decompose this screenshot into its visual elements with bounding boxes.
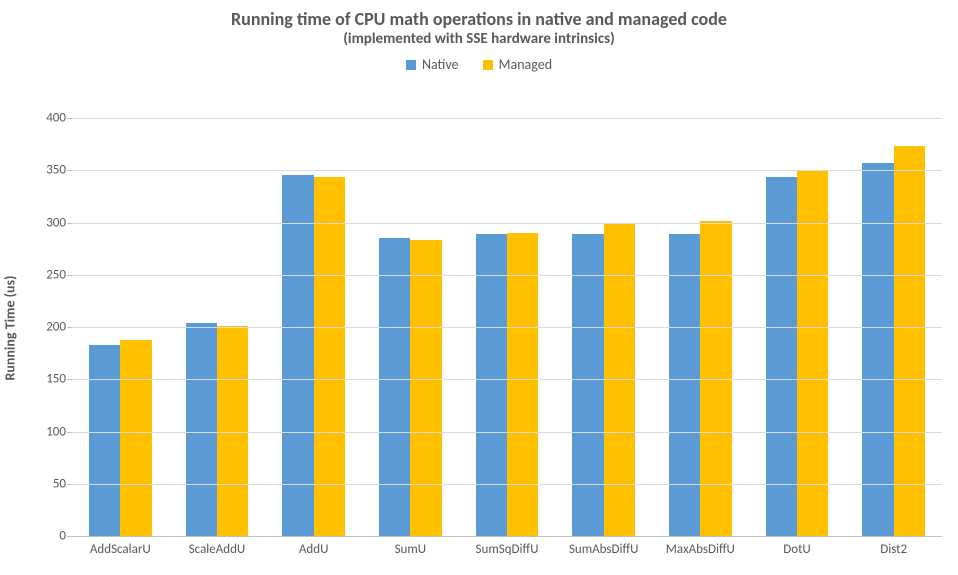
bar bbox=[379, 238, 410, 536]
bar bbox=[894, 146, 925, 536]
y-tick-label: 150 bbox=[32, 372, 66, 387]
chart-title: Running time of CPU math operations in n… bbox=[0, 0, 958, 30]
x-tick-label: ScaleAddU bbox=[169, 542, 266, 557]
y-tick-label: 200 bbox=[32, 320, 66, 335]
x-tick-label: Dist2 bbox=[845, 542, 942, 557]
x-tick-label: SumU bbox=[362, 542, 459, 557]
bar bbox=[862, 163, 893, 536]
x-tick-label: AddScalarU bbox=[72, 542, 169, 557]
legend-swatch-native bbox=[406, 60, 416, 70]
x-tick-label: SumAbsDiffU bbox=[555, 542, 652, 557]
x-tick-label: MaxAbsDiffU bbox=[652, 542, 749, 557]
y-tick-mark bbox=[67, 118, 72, 119]
legend-label-managed: Managed bbox=[499, 56, 553, 73]
bar bbox=[282, 175, 313, 536]
bar bbox=[669, 234, 700, 536]
bar bbox=[120, 340, 151, 536]
y-tick-mark bbox=[67, 536, 72, 537]
y-tick-label: 300 bbox=[32, 215, 66, 230]
y-tick-mark bbox=[67, 484, 72, 485]
y-tick-mark bbox=[67, 223, 72, 224]
bar bbox=[476, 234, 507, 536]
bar bbox=[89, 345, 120, 536]
gridline bbox=[72, 379, 942, 380]
legend-label-native: Native bbox=[422, 56, 459, 73]
y-tick-label: 0 bbox=[32, 529, 66, 544]
legend-item-managed: Managed bbox=[483, 56, 553, 73]
chart-container: Running time of CPU math operations in n… bbox=[0, 0, 958, 575]
y-tick-label: 400 bbox=[32, 111, 66, 126]
bar bbox=[797, 170, 828, 536]
legend-item-native: Native bbox=[406, 56, 459, 73]
y-tick-label: 350 bbox=[32, 163, 66, 178]
y-tick-label: 100 bbox=[32, 424, 66, 439]
gridline bbox=[72, 432, 942, 433]
gridline bbox=[72, 170, 942, 171]
x-tick-label: SumSqDiffU bbox=[459, 542, 556, 557]
bar bbox=[410, 240, 441, 536]
gridline bbox=[72, 223, 942, 224]
plot-area: AddScalarUScaleAddUAddUSumUSumSqDiffUSum… bbox=[72, 118, 942, 537]
y-tick-mark bbox=[67, 379, 72, 380]
y-axis-title: Running Time (us) bbox=[2, 275, 19, 380]
gridline bbox=[72, 118, 942, 119]
bar bbox=[507, 233, 538, 536]
y-tick-mark bbox=[67, 327, 72, 328]
gridline bbox=[72, 327, 942, 328]
y-tick-label: 250 bbox=[32, 267, 66, 282]
y-tick-mark bbox=[67, 275, 72, 276]
bar bbox=[186, 323, 217, 536]
x-tick-label: AddU bbox=[265, 542, 362, 557]
gridline bbox=[72, 484, 942, 485]
y-tick-mark bbox=[67, 432, 72, 433]
y-tick-label: 50 bbox=[32, 476, 66, 491]
x-tick-label: DotU bbox=[749, 542, 846, 557]
bar bbox=[572, 234, 603, 536]
legend: Native Managed bbox=[0, 56, 958, 73]
legend-swatch-managed bbox=[483, 60, 493, 70]
y-tick-mark bbox=[67, 170, 72, 171]
gridline bbox=[72, 275, 942, 276]
chart-subtitle: (implemented with SSE hardware intrinsic… bbox=[0, 30, 958, 48]
bar bbox=[314, 177, 345, 536]
bar bbox=[766, 177, 797, 536]
